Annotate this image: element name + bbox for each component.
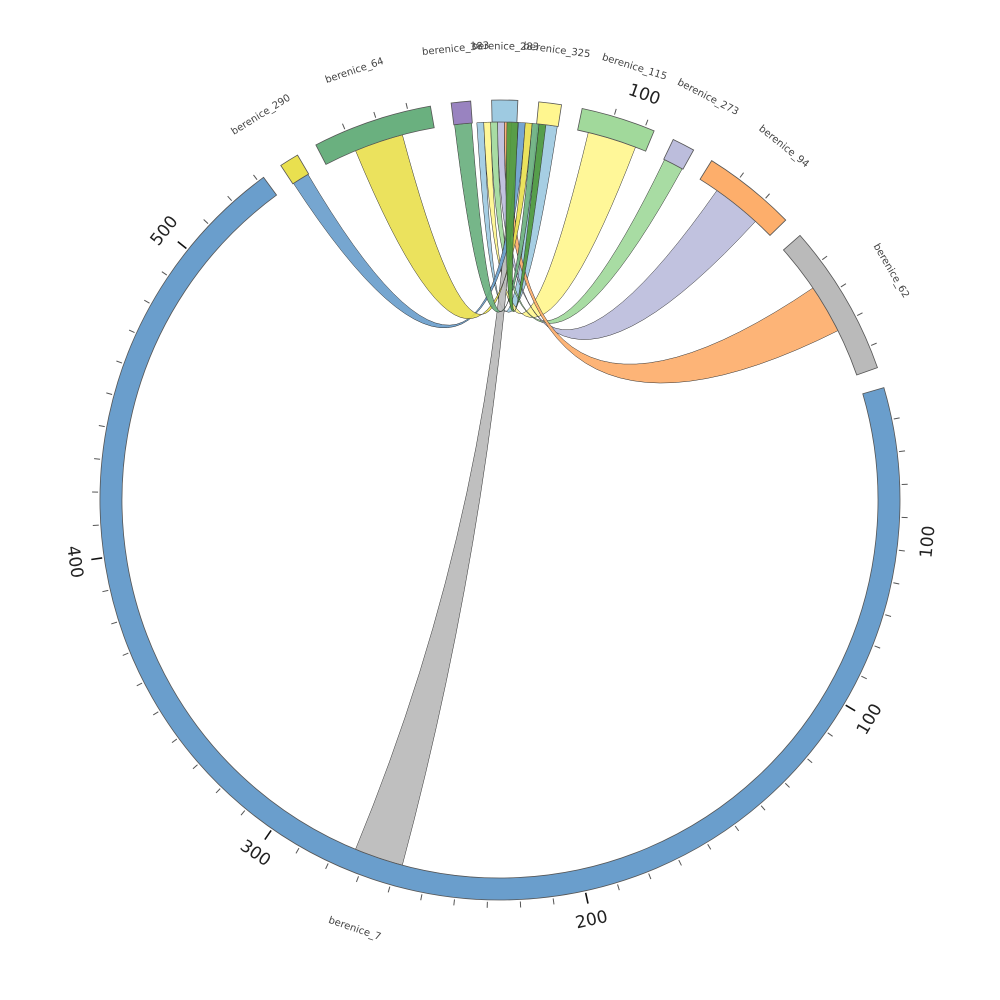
segment-arc-berenice_290 (280, 154, 310, 185)
minor-tick-berenice_7-360 (136, 682, 143, 687)
segment-arc-berenice_94 (699, 160, 787, 237)
minor-tick-berenice_7-390 (102, 589, 109, 593)
minor-tick-berenice_7-370 (122, 652, 129, 656)
minor-tick-berenice_7-10 (893, 417, 900, 420)
minor-tick-berenice_64-30 (405, 102, 408, 109)
minor-tick-berenice_7-320 (215, 788, 221, 794)
minor-tick-berenice_62-30 (856, 312, 863, 316)
minor-tick-berenice_62-10 (821, 255, 828, 261)
minor-tick-berenice_115-10 (614, 108, 617, 115)
major-tick-berenice_7-100 (845, 704, 856, 712)
tick-label-berenice_7-200: 200 (574, 907, 610, 933)
major-tick-berenice_7-300 (264, 830, 272, 840)
tick-label-berenice_7-300: 300 (236, 836, 274, 871)
segment-arc-berenice_62 (782, 234, 878, 376)
minor-tick-berenice_62-40 (870, 342, 877, 346)
links-layer (293, 121, 839, 866)
minor-tick-berenice_7-150 (734, 825, 740, 832)
minor-tick-berenice_7-90 (861, 675, 867, 680)
minor-tick-berenice_7-510 (203, 219, 209, 225)
minor-tick-berenice_7-240 (453, 899, 455, 906)
major-tick-berenice_7-500 (177, 241, 187, 250)
tick-label-berenice_7-100: 100 (853, 700, 887, 738)
major-tick-berenice_7-200 (584, 892, 589, 904)
minor-tick-berenice_7-460 (116, 360, 123, 364)
segment-arc-berenice_383 (450, 100, 473, 126)
minor-tick-berenice_7-350 (152, 711, 159, 716)
minor-tick-berenice_7-270 (355, 876, 360, 883)
segment-arcs-layer (99, 99, 901, 901)
minor-tick-berenice_7-480 (144, 299, 150, 304)
segment-arc-berenice_7 (99, 176, 901, 901)
segment-label-berenice_115: berenice_115 (601, 52, 669, 83)
minor-tick-berenice_94-10 (739, 172, 744, 178)
minor-tick-berenice_7-170 (678, 859, 682, 866)
minor-tick-berenice_7-140 (760, 805, 766, 811)
minor-tick-berenice_7-520 (227, 195, 233, 202)
segment-arc-berenice_64 (315, 105, 435, 165)
minor-tick-berenice_7-210 (552, 898, 555, 905)
minor-tick-berenice_7-530 (253, 174, 258, 180)
segment-label-berenice_290: berenice_290 (230, 93, 293, 138)
segment-arc-berenice_115 (577, 108, 655, 152)
minor-tick-berenice_7-60 (893, 582, 900, 585)
segment-label-berenice_325: berenice_325 (523, 41, 591, 60)
labels-layer: berenice_283berenice_325berenice_115bere… (230, 40, 911, 943)
minor-tick-berenice_7-160 (707, 843, 712, 850)
minor-tick-berenice_64-10 (342, 123, 346, 130)
segment-label-berenice_383: berenice_383 (422, 40, 490, 58)
minor-tick-berenice_7-130 (784, 782, 790, 788)
minor-tick-berenice_7-260 (387, 886, 391, 893)
segment-label-berenice_94: berenice_94 (756, 123, 810, 170)
tick-label-berenice_7-400: 400 (62, 544, 86, 579)
segment-label-berenice_273: berenice_273 (675, 77, 740, 118)
tick-label-berenice_64-100: 100 (626, 80, 663, 110)
minor-tick-berenice_7-470 (128, 329, 135, 333)
minor-tick-berenice_7-280 (325, 863, 329, 870)
minor-tick-berenice_7-120 (807, 758, 813, 764)
minor-tick-berenice_7-340 (171, 738, 178, 744)
minor-tick-berenice_7-20 (899, 450, 906, 453)
segment-label-berenice_64: berenice_64 (324, 56, 385, 86)
minor-tick-berenice_7-50 (898, 549, 905, 552)
minor-tick-berenice_7-80 (874, 645, 881, 649)
minor-tick-berenice_7-110 (827, 732, 833, 737)
tick-label-berenice_62-100: 100 (916, 525, 939, 559)
segment-arc-berenice_325 (536, 101, 563, 127)
minor-tick-berenice_7-380 (111, 621, 118, 625)
segment-arc-berenice_273 (663, 138, 695, 170)
major-tick-berenice_7-400 (91, 557, 103, 561)
minor-tick-berenice_62-20 (840, 283, 847, 288)
minor-tick-berenice_7-70 (885, 614, 892, 617)
minor-tick-berenice_7-490 (161, 271, 168, 276)
minor-tick-berenice_7-450 (106, 392, 113, 395)
minor-tick-berenice_7-290 (295, 847, 300, 854)
minor-tick-berenice_7-430 (94, 458, 101, 460)
minor-tick-berenice_7-250 (420, 894, 423, 901)
minor-tick-berenice_64-20 (373, 111, 377, 118)
segment-label-berenice_283: berenice_283 (472, 41, 540, 53)
minor-tick-berenice_7-330 (192, 764, 198, 770)
minor-tick-berenice_7-190 (617, 884, 620, 891)
segment-label-berenice_7: berenice_7 (327, 915, 382, 943)
segment-arc-berenice_283 (491, 99, 519, 123)
minor-tick-berenice_94-20 (765, 193, 770, 199)
minor-tick-berenice_115-20 (645, 119, 649, 126)
minor-tick-berenice_7-310 (240, 810, 246, 816)
minor-tick-berenice_7-440 (98, 425, 105, 428)
minor-tick-berenice_7-180 (648, 873, 652, 880)
segment-label-berenice_62: berenice_62 (871, 242, 911, 300)
tick-label-berenice_7-500: 500 (147, 212, 183, 250)
